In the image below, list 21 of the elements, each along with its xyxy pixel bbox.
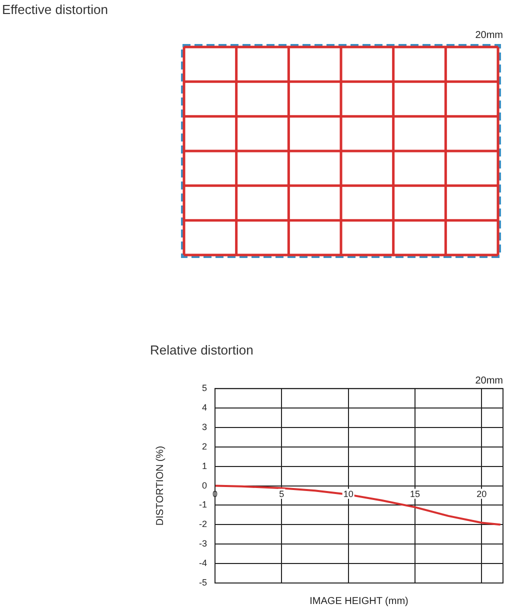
- y-tick-label: 2: [202, 441, 207, 452]
- y-tick-label: 4: [202, 402, 207, 413]
- x-tick-label: 20: [476, 488, 487, 499]
- y-tick-label: 1: [202, 460, 207, 471]
- y-tick-label: -4: [198, 558, 207, 568]
- x-tick-label: 10: [343, 488, 354, 499]
- x-axis-title: IMAGE HEIGHT (mm): [310, 596, 408, 607]
- y-tick-label: -2: [198, 519, 207, 530]
- chart-title: Relative distortion: [150, 342, 254, 358]
- text: Effective distortion: [2, 2, 108, 17]
- y-tick-label: -1: [198, 500, 207, 510]
- y-tick-label: 5: [202, 383, 207, 394]
- y-tick-label: 3: [202, 422, 207, 432]
- text: 20mm: [475, 30, 503, 41]
- x-tick-label: 15: [410, 488, 420, 499]
- y-tick-label: -5: [198, 577, 207, 588]
- y-tick-label: -3: [198, 538, 207, 549]
- y-axis-title: DISTORTION (%): [154, 446, 166, 526]
- y-tick-label: 0: [202, 480, 207, 490]
- text: 20mm: [475, 375, 503, 386]
- x-tick-label: 5: [279, 488, 284, 499]
